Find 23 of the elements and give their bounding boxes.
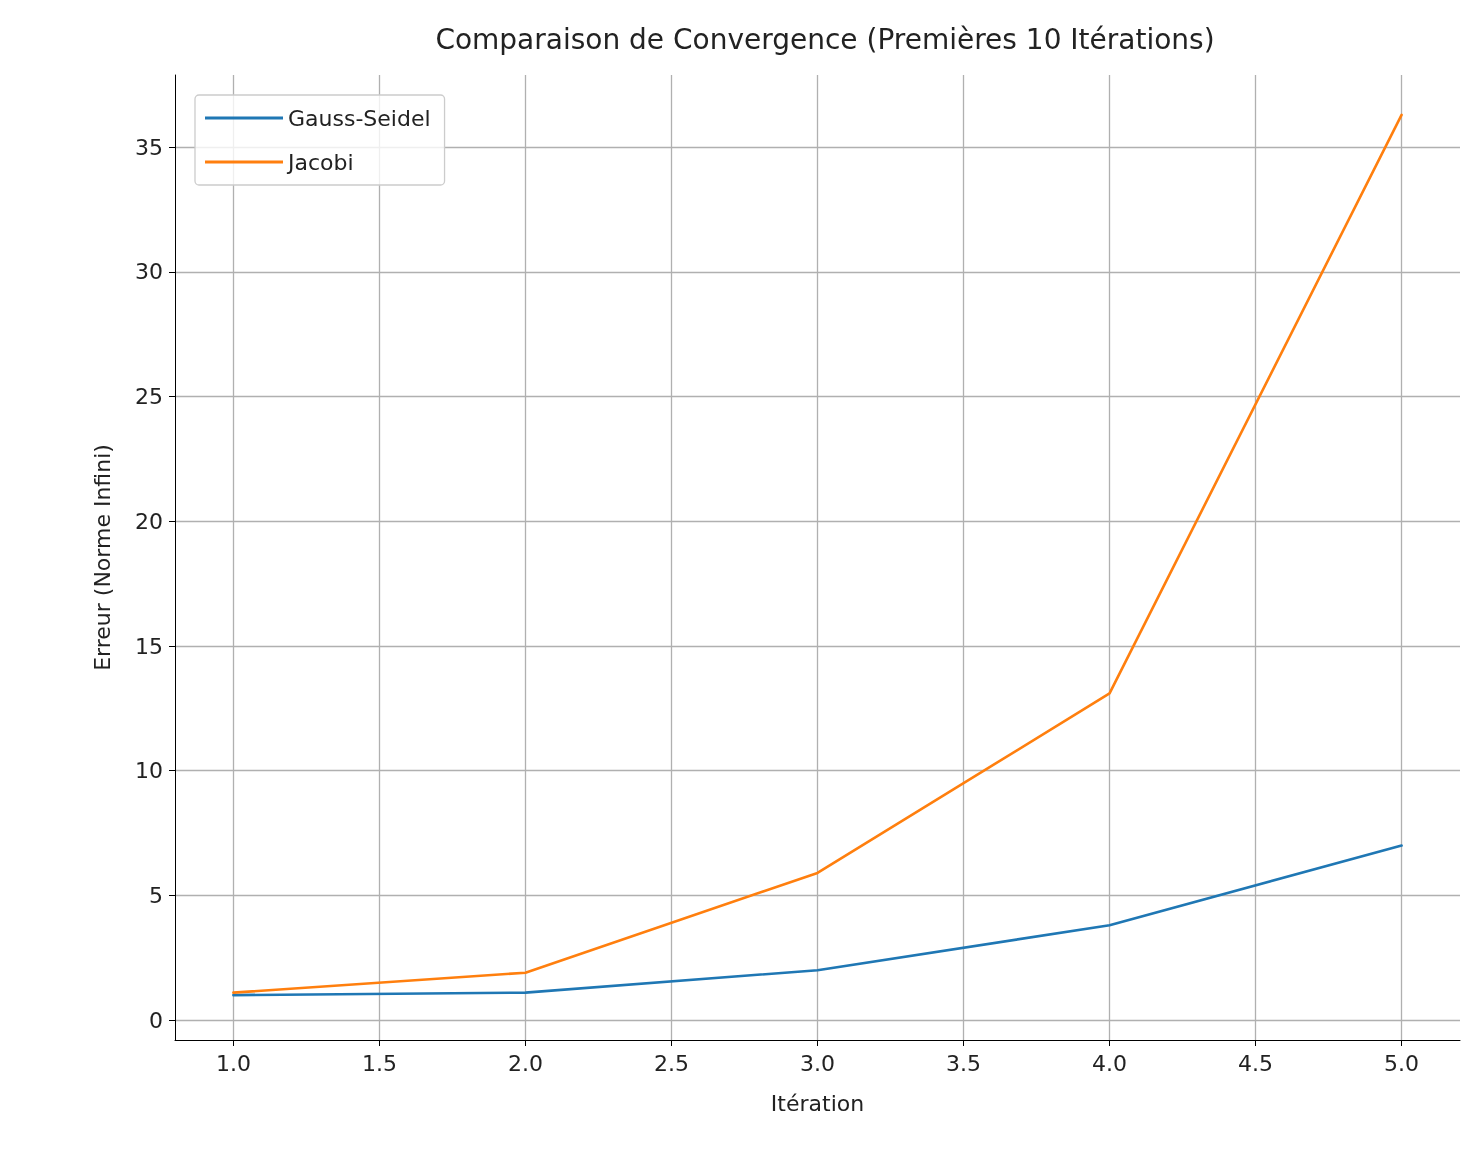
x-tick-label: 5.0 <box>1384 1050 1420 1076</box>
y-tick-label: 30 <box>135 259 163 285</box>
x-tick-label: 3.0 <box>800 1050 835 1076</box>
legend-label: Jacobi <box>286 149 354 175</box>
x-tick-label: 3.5 <box>946 1050 982 1076</box>
y-tick-label: 0 <box>149 1007 163 1033</box>
x-tick-label: 1.5 <box>361 1050 397 1076</box>
y-tick-label: 35 <box>135 134 163 160</box>
y-tick-label: 5 <box>149 882 163 908</box>
chart-title: Comparaison de Convergence (Premières 10 Itérations) <box>435 22 1215 56</box>
y-tick-label: 15 <box>135 633 163 659</box>
y-tick-label: 25 <box>135 384 163 410</box>
x-tick-label: 4.5 <box>1238 1050 1274 1076</box>
line-series <box>232 844 1403 997</box>
y-tick-label: 20 <box>135 508 163 534</box>
x-tick-label: 2.0 <box>507 1050 543 1076</box>
x-axis-title: Itération <box>770 1090 865 1116</box>
x-tick-label: 1.0 <box>215 1050 251 1076</box>
y-tick-label: 10 <box>135 758 163 784</box>
y-axis-title: Erreur (Norme Infini) <box>89 444 115 671</box>
x-tick-label: 2.5 <box>653 1050 689 1076</box>
x-tick-label: 4.0 <box>1092 1050 1128 1076</box>
legend-label: Gauss-Seidel <box>288 105 431 131</box>
